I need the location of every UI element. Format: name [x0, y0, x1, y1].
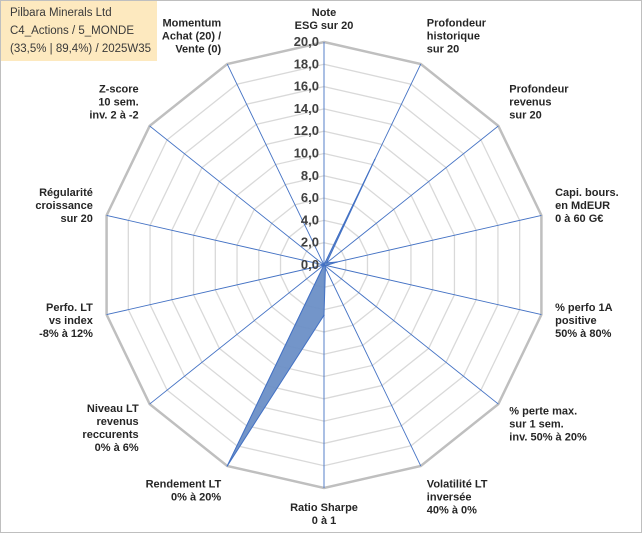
title-line-1: Pilbara Minerals Ltd	[10, 7, 112, 19]
radar-series	[226, 158, 376, 467]
axis-spoke	[323, 264, 499, 405]
chart-title-box: Pilbara Minerals Ltd C4_Actions / 5_MOND…	[1, 1, 157, 61]
axis-spoke	[149, 264, 325, 405]
axis-spoke	[226, 63, 325, 266]
data-point	[226, 465, 229, 467]
axis-spoke	[149, 125, 325, 266]
tick-label: 10,0	[294, 146, 319, 161]
axis-label: Profondeur historique sur 20	[427, 18, 487, 56]
axis-label: Perfo. LT vs index -8% à 12%	[39, 302, 94, 340]
data-point	[325, 264, 327, 267]
axis-spoke	[323, 125, 499, 266]
axis-label: Rendement LT 0% à 20%	[146, 479, 222, 504]
tick-label: 20,0	[294, 34, 319, 49]
axis-label: Ratio Sharpe 0 à 1	[290, 502, 358, 527]
axis-label: Niveau LT revenus reccurents 0% à 6%	[82, 403, 139, 454]
axis-label: Note ESG sur 20	[295, 7, 354, 32]
axis-label: Capi. bours. en MdEUR 0 à 60 G€	[555, 187, 619, 225]
tick-label: 2,0	[301, 235, 319, 250]
axis-label: Profondeur revenus sur 20	[509, 83, 569, 121]
data-point	[325, 262, 328, 264]
axis-spoke	[323, 214, 542, 266]
title-line-3: (33,5% | 89,4%) / 2025W35	[10, 43, 152, 55]
axis-spoke	[106, 264, 325, 316]
axis-spoke	[323, 264, 542, 316]
tick-label: 6,0	[301, 190, 319, 205]
tick-label: 12,0	[294, 123, 319, 138]
tick-label: 8,0	[301, 168, 319, 183]
data-point	[323, 264, 325, 266]
tick-label: 14,0	[294, 101, 319, 116]
axis-label: Volatilité LT inversée 40% à 0%	[427, 479, 488, 517]
axis-spoke	[106, 214, 325, 266]
axis-spoke	[323, 264, 422, 467]
data-point	[323, 314, 325, 316]
axis-label: % perfo 1A positive 50% à 80%	[555, 302, 613, 340]
axis-label: Z-score 10 sem. inv. 2 à -2	[89, 83, 138, 121]
data-point	[374, 158, 376, 161]
axis-label: Momentum Achat (20) / Vente (0)	[162, 18, 222, 56]
data-point	[324, 267, 327, 269]
axis-label: % perte max. sur 1 sem. inv. 50% à 20%	[509, 406, 587, 444]
radial-tick-labels: 0,0 2,0 4,0 6,0 8,0 10,0 12,0 14,0 16,0 18,0 20,0	[294, 34, 319, 272]
data-point	[336, 261, 338, 263]
tick-label: 4,0	[301, 212, 319, 227]
axis-label: Régularité croissance sur 20	[35, 187, 92, 225]
axis-labels: Note ESG sur 20 Profondeur historique sur 20…	[35, 7, 618, 527]
tick-label: 0,0	[301, 257, 319, 272]
title-line-2: C4_Actions / 5_MONDE	[10, 25, 134, 37]
tick-label: 18,0	[294, 56, 319, 71]
tick-label: 16,0	[294, 79, 319, 94]
